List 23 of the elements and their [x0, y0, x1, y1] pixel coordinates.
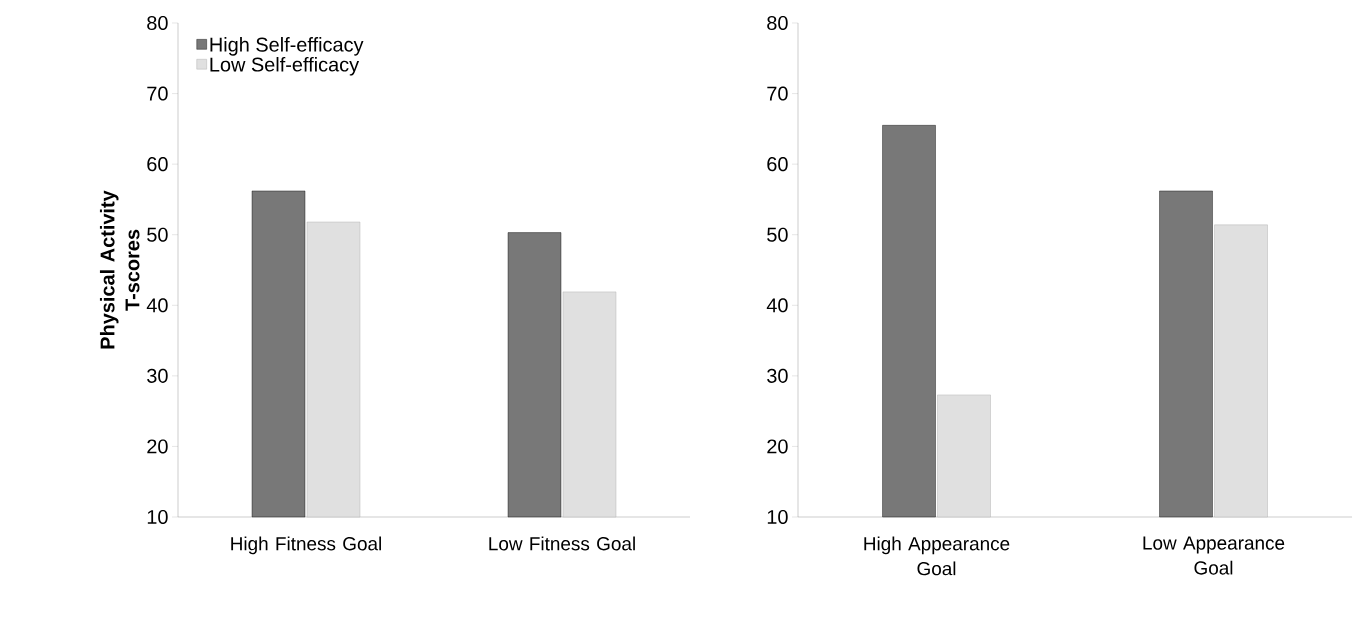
- legend-label: Low Self-efficacy: [210, 56, 360, 76]
- y-tick-label: 40: [766, 298, 788, 313]
- x-tick-label: Low Appearance Goal: [1143, 536, 1285, 575]
- y-tick-label: 50: [767, 227, 788, 242]
- y-tick-label: 30: [147, 368, 168, 383]
- y-tick-label: 40: [146, 298, 168, 313]
- y-tick-label: 20: [147, 439, 168, 454]
- x-tick-label: Low Fitness Goal: [489, 536, 635, 551]
- y-tick-label: 60: [767, 157, 788, 172]
- y-tick-label: 60: [147, 157, 168, 172]
- y-tick-label: 10: [767, 509, 788, 525]
- y-tick-label: 80: [147, 15, 168, 31]
- y-tick-label: 20: [767, 439, 788, 454]
- y-axis-title: Physical Activity T-scores: [99, 190, 140, 349]
- x-tick-label: High Fitness Goal: [231, 536, 381, 555]
- y-tick-label: 30: [767, 368, 788, 383]
- y-tick-label: 50: [147, 227, 168, 242]
- y-tick-label: 70: [767, 86, 788, 101]
- x-tick-label: High Appearance Goal: [864, 536, 1010, 576]
- legend-label: High Self-efficacy: [210, 37, 364, 56]
- y-tick-label: 80: [767, 15, 788, 31]
- y-tick-label: 70: [147, 86, 168, 101]
- y-tick-label: 10: [147, 509, 168, 525]
